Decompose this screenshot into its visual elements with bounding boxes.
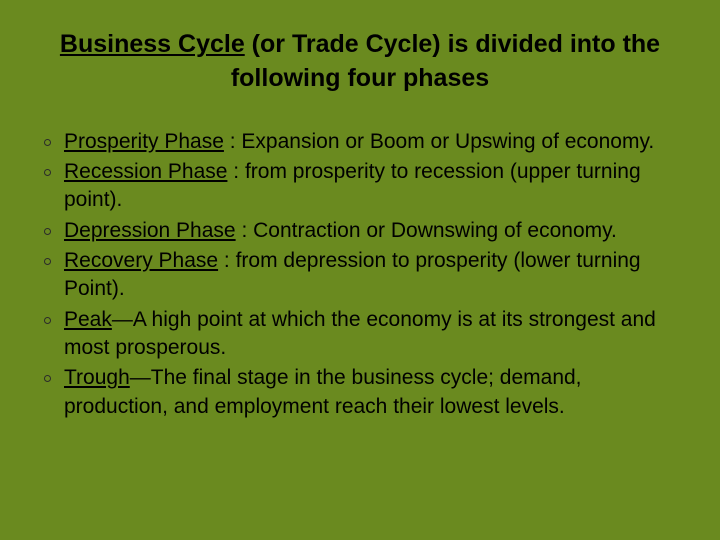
phase-name: Peak <box>64 308 112 331</box>
phase-name: Depression Phase <box>64 219 236 242</box>
phase-desc: —The final stage in the business cycle; … <box>64 366 582 417</box>
phase-desc: : Expansion or Boom or Upswing of econom… <box>224 130 654 153</box>
list-item: Peak—A high point at which the economy i… <box>44 306 690 363</box>
title-underlined: Business Cycle <box>60 30 245 58</box>
list-item: Recession Phase : from prosperity to rec… <box>44 158 690 215</box>
phase-name: Trough <box>64 366 130 389</box>
phase-desc: : Contraction or Downswing of economy. <box>236 219 617 242</box>
bullet-list: Prosperity Phase : Expansion or Boom or … <box>30 128 690 421</box>
phase-desc: —A high point at which the economy is at… <box>64 308 656 359</box>
phase-name: Recovery Phase <box>64 249 218 272</box>
slide-title: Business Cycle (or Trade Cycle) is divid… <box>30 28 690 96</box>
list-item: Recovery Phase : from depression to pros… <box>44 247 690 304</box>
list-item: Trough—The final stage in the business c… <box>44 364 690 421</box>
phase-name: Recession Phase <box>64 160 227 183</box>
list-item: Depression Phase : Contraction or Downsw… <box>44 217 690 245</box>
list-item: Prosperity Phase : Expansion or Boom or … <box>44 128 690 156</box>
slide-container: Business Cycle (or Trade Cycle) is divid… <box>0 0 720 540</box>
title-rest: (or Trade Cycle) is divided into the fol… <box>231 30 660 92</box>
phase-name: Prosperity Phase <box>64 130 224 153</box>
